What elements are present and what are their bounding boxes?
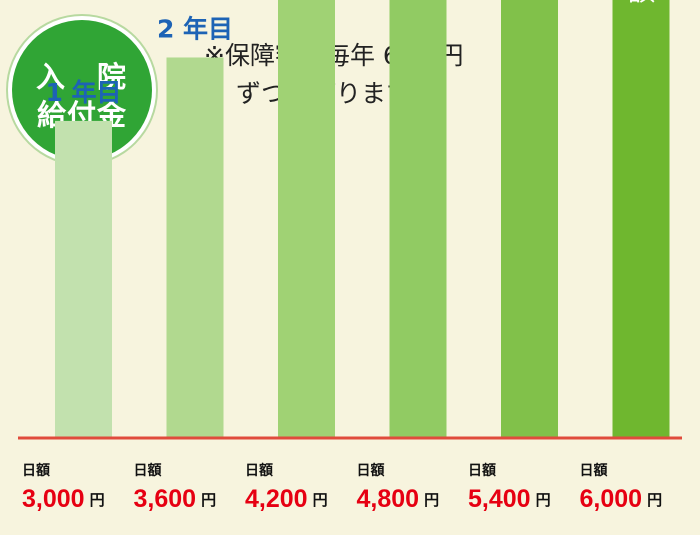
badge-char-1: 入 (35, 60, 67, 94)
badge-line-1: 入院 (12, 54, 152, 96)
yen-unit: 円 (313, 491, 328, 509)
yen-unit: 円 (536, 491, 551, 509)
daily-amount-year-6: 6,000 (580, 485, 643, 513)
max-daily-amount-annotation: 額 (626, 0, 655, 7)
day-amount-label: 日額 (580, 462, 608, 479)
bar-year-3 (278, 0, 335, 439)
daily-amount-year-3: 4,200 (245, 485, 308, 513)
bar-label-year-2: 2 年目 (157, 14, 233, 43)
yen-unit: 円 (647, 491, 662, 509)
bar-year-1 (55, 120, 112, 439)
badge-char-2: 院 (97, 60, 129, 94)
daily-amount-year-2: 3,600 (134, 485, 197, 513)
day-amount-label: 日額 (245, 462, 273, 479)
bar-year-6 (612, 0, 670, 439)
yen-unit: 円 (424, 491, 439, 509)
daily-amount-year-4: 4,800 (357, 485, 420, 513)
yen-unit: 円 (201, 491, 216, 509)
bar-year-5 (501, 0, 558, 439)
chart-baseline (18, 436, 682, 440)
day-amount-label: 日額 (134, 462, 162, 479)
day-amount-label: 日額 (468, 462, 496, 479)
day-amount-label: 日額 (357, 462, 385, 479)
bar-year-2 (166, 57, 224, 438)
daily-amount-year-1: 3,000 (22, 485, 85, 513)
day-amount-label: 日額 (22, 462, 50, 479)
yen-unit: 円 (90, 491, 105, 509)
bar-year-4 (389, 0, 447, 438)
daily-amount-year-5: 5,400 (468, 485, 531, 513)
bar-label-year-1: 1 年目 (45, 78, 121, 107)
